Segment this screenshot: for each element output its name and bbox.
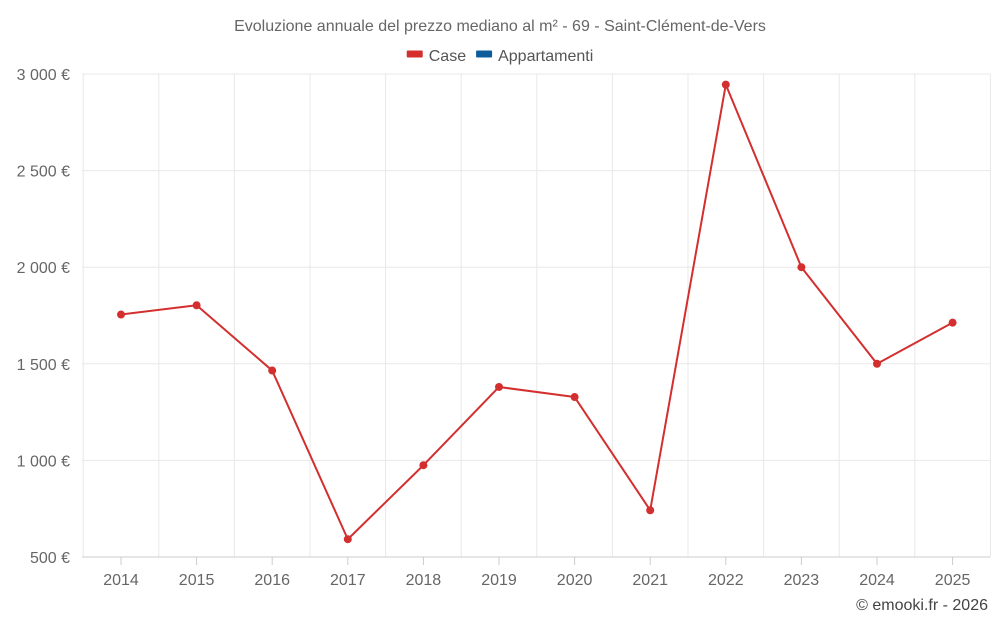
legend-swatch <box>476 50 493 58</box>
x-tick-label: 2019 <box>481 572 517 589</box>
legend: Case Appartamenti <box>406 48 593 65</box>
x-tick-label: 2023 <box>784 572 820 589</box>
y-tick-label: 2 500 € <box>17 164 70 181</box>
x-tick-label: 2020 <box>557 572 593 589</box>
x-tick-label: 2015 <box>179 572 215 589</box>
data-point[interactable] <box>268 366 277 375</box>
chart-title: Evoluzione annuale del prezzo mediano al… <box>234 18 766 35</box>
data-point[interactable] <box>117 310 125 319</box>
data-point[interactable] <box>721 80 730 89</box>
x-tick-label: 2025 <box>935 572 971 589</box>
x-axis-ticks: 2014 2015 2016 2017 2018 2019 2020 2021 2022 2023… <box>103 557 970 589</box>
legend-item-appartamenti[interactable]: Appartamenti <box>476 48 593 65</box>
legend-label: Appartamenti <box>498 48 593 65</box>
x-tick-label: 2014 <box>103 572 139 589</box>
legend-label: Case <box>429 48 466 65</box>
data-point[interactable] <box>192 301 201 310</box>
series-line-case <box>120 83 954 541</box>
x-tick-label: 2022 <box>708 572 744 589</box>
x-tick-label: 2024 <box>859 572 895 589</box>
series-layer <box>117 80 957 544</box>
credit-text: © emooki.fr - 2026 <box>856 597 988 614</box>
data-point[interactable] <box>646 506 655 515</box>
data-point[interactable] <box>343 535 352 544</box>
y-tick-label: 2 000 € <box>17 260 70 277</box>
data-point[interactable] <box>797 263 806 272</box>
y-tick-label: 1 500 € <box>17 357 70 374</box>
data-point[interactable] <box>419 461 428 470</box>
horizontal-grid <box>82 73 990 558</box>
y-tick-label: 3 000 € <box>17 67 70 84</box>
y-tick-label: 1 000 € <box>17 453 70 470</box>
legend-item-case[interactable]: Case <box>406 48 466 65</box>
data-point[interactable] <box>948 318 957 327</box>
x-tick-label: 2017 <box>330 572 366 589</box>
data-point[interactable] <box>570 393 579 402</box>
y-tick-label: 500 € <box>30 550 70 567</box>
legend-swatch <box>406 50 423 58</box>
y-axis-ticks: 500 € 1 000 € 1 500 € 2 000 € 2 500 € 3 000 € <box>17 67 70 567</box>
data-point[interactable] <box>495 382 503 391</box>
x-tick-label: 2021 <box>632 572 668 589</box>
data-point[interactable] <box>873 359 881 368</box>
vertical-grid <box>82 74 991 557</box>
x-tick-label: 2016 <box>254 572 290 589</box>
x-tick-label: 2018 <box>406 572 442 589</box>
